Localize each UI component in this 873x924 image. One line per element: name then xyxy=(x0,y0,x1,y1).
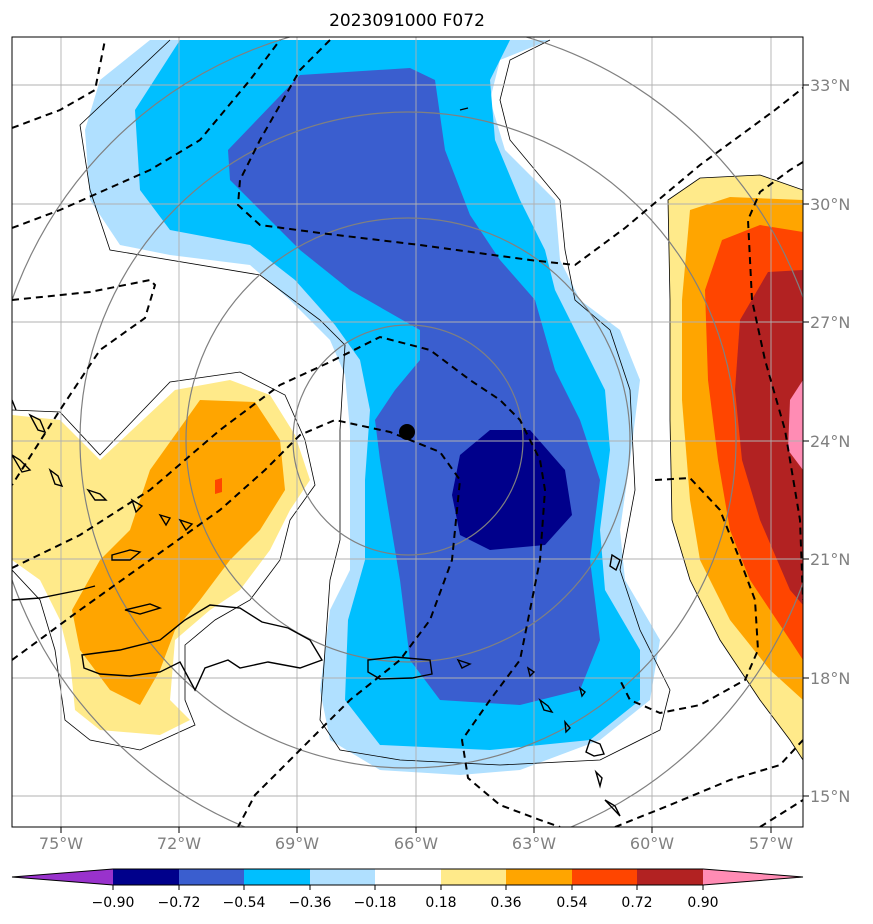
colorbar-label: 0.36 xyxy=(490,895,521,911)
y-tick-labels: 15°N 18°N 21°N 24°N 27°N 30°N 33°N xyxy=(810,76,850,806)
colorbar-label: 0.54 xyxy=(556,895,587,911)
colorbar-extend-low xyxy=(12,869,113,885)
x-tick-label: 75°W xyxy=(39,834,83,853)
colorbar-segment xyxy=(572,869,637,885)
x-tick-label: 69°W xyxy=(275,834,319,853)
y-tick-label: 33°N xyxy=(810,76,850,95)
colorbar-extend-high xyxy=(703,869,803,885)
colorbar-segment xyxy=(179,869,244,885)
colorbar-segment xyxy=(506,869,572,885)
y-tick-label: 24°N xyxy=(810,432,850,451)
center-marker xyxy=(399,424,415,440)
colorbar-label: −0.72 xyxy=(158,895,201,911)
y-tick-label: 27°N xyxy=(810,313,850,332)
contour-fill-east-pink xyxy=(788,380,803,470)
y-tick-label: 15°N xyxy=(810,787,850,806)
x-tick-label: 63°W xyxy=(512,834,556,853)
colorbar-segment xyxy=(375,869,441,885)
colorbar-label: −0.36 xyxy=(289,895,332,911)
x-tick-label: 57°W xyxy=(749,834,793,853)
colorbar-ticks xyxy=(112,885,704,890)
colorbar-label: −0.90 xyxy=(92,895,135,911)
colorbar-label: 0.18 xyxy=(425,895,456,911)
colorbar-label: 0.90 xyxy=(687,895,718,911)
y-tick-marks xyxy=(803,84,809,797)
colorbar-segment xyxy=(441,869,506,885)
contour-fill-east-firebrick xyxy=(735,270,803,605)
map-frame xyxy=(11,36,804,828)
thin-contour-east xyxy=(667,174,803,761)
dashed-contours xyxy=(12,39,803,827)
y-tick-label: 18°N xyxy=(810,669,850,688)
y-tick-label: 30°N xyxy=(810,195,850,214)
gridlines xyxy=(12,37,803,827)
colorbar-segment xyxy=(637,869,703,885)
colorbar-label: −0.18 xyxy=(354,895,397,911)
x-tick-labels: 75°W 72°W 69°W 66°W 63°W 60°W 57°W xyxy=(39,834,793,853)
red-wind-marker xyxy=(215,478,222,494)
colorbar: −0.90 −0.72 −0.54 −0.36 −0.18 0.18 0.36 … xyxy=(11,868,804,911)
colorbar-segment xyxy=(310,869,375,885)
x-tick-label: 60°W xyxy=(630,834,674,853)
x-tick-marks xyxy=(60,827,772,833)
x-tick-label: 66°W xyxy=(394,834,438,853)
thin-contour-west xyxy=(12,371,316,751)
coastlines xyxy=(12,107,621,817)
range-rings xyxy=(12,37,803,827)
map-panel xyxy=(12,37,803,827)
chart-title: 2023091000 F072 xyxy=(329,11,485,31)
x-tick-label: 72°W xyxy=(157,834,201,853)
colorbar-label: −0.54 xyxy=(223,895,266,911)
contour-fill-orange xyxy=(72,400,285,705)
thin-contour-central xyxy=(79,39,671,766)
y-tick-label: 21°N xyxy=(810,550,850,569)
colorbar-segment xyxy=(244,869,310,885)
colorbar-label: 0.72 xyxy=(621,895,652,911)
colorbar-segment xyxy=(113,869,179,885)
